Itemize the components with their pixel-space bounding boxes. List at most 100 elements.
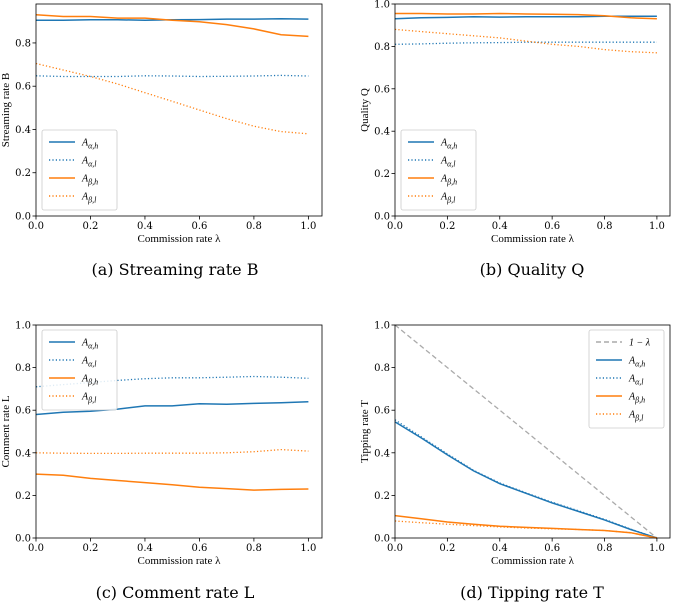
plot-frame xyxy=(35,324,323,539)
legend-label: Aα,h xyxy=(81,338,98,351)
chart-panel-1: 0.0 0.2 0.4 0.6 0.8 1.0 0.0 0.2 0.4 0.6 0.8 Commiss… xyxy=(0,3,323,279)
x-tick-label: 0.0 xyxy=(387,543,403,554)
y-tick-label: 0.0 xyxy=(15,212,31,223)
y-tick-label: 0.8 xyxy=(374,363,390,374)
x-tick-label: 0.4 xyxy=(137,543,153,554)
x-tick-label: 0.0 xyxy=(28,543,44,554)
legend-label: Aβ,l xyxy=(81,392,97,405)
panel-caption: (c) Comment rate L xyxy=(96,583,255,602)
legend-label: Aα,l xyxy=(81,356,97,369)
y-axis-label: Streaming rate B xyxy=(0,73,12,148)
legend-label: Aβ,h xyxy=(440,174,457,187)
series-line-4 xyxy=(35,62,309,135)
x-tick-label: 0.4 xyxy=(492,543,508,554)
y-tick-label: 0.8 xyxy=(374,42,390,53)
legend-box xyxy=(41,129,118,211)
legend-label: Aα,h xyxy=(440,138,457,151)
x-tick-label: 1.0 xyxy=(300,543,316,554)
series-line-4 xyxy=(35,448,309,455)
y-axis-label: Tipping rate T xyxy=(359,400,371,463)
legend-label: Aα,h xyxy=(628,356,645,369)
x-tick-label: 0.2 xyxy=(83,543,99,554)
y-tick-label: 0.2 xyxy=(15,491,31,502)
y-tick-label: 0.8 xyxy=(15,38,31,49)
legend-label: 1 − λ xyxy=(629,338,651,349)
legend-label: Aβ,h xyxy=(628,392,645,405)
panel-caption: (b) Quality Q xyxy=(480,260,585,279)
x-tick-label: 0.4 xyxy=(492,221,508,232)
legend: Aα,h Aα,l Aβ,h Aβ,l xyxy=(41,129,118,211)
chart-panel-3: 0.0 0.2 0.4 0.6 0.8 1.0 0.0 0.2 0.4 0.6 0.8 1.0 Comm… xyxy=(0,321,323,602)
y-tick-label: 0.4 xyxy=(374,127,390,138)
legend-label: Aα,l xyxy=(440,156,456,169)
y-tick-label: 0.6 xyxy=(374,406,390,417)
legend: Aα,h Aα,l Aβ,h Aβ,l xyxy=(400,129,477,211)
y-tick-label: 0.2 xyxy=(374,169,390,180)
legend-label: Aβ,l xyxy=(440,192,456,205)
legend-label: Aβ,h xyxy=(81,174,98,187)
y-tick-label: 0.4 xyxy=(15,125,31,136)
series-line-5 xyxy=(394,520,658,539)
series-line-1 xyxy=(394,324,658,539)
x-axis-label: Commission rate λ xyxy=(138,233,222,245)
x-tick-label: 0.8 xyxy=(246,221,262,232)
legend: 1 − λ Aα,h Aα,l Aβ,h Aβ,l xyxy=(588,329,665,429)
x-tick-label: 0.2 xyxy=(439,221,455,232)
x-axis-label: Commission rate λ xyxy=(491,233,575,245)
series-line-3 xyxy=(394,419,658,539)
y-tick-label: 0.2 xyxy=(374,491,390,502)
x-tick-label: 0.2 xyxy=(439,543,455,554)
x-tick-label: 0.6 xyxy=(191,221,207,232)
legend-label: Aβ,l xyxy=(628,410,644,423)
y-tick-label: 0.6 xyxy=(374,84,390,95)
y-tick-label: 0.0 xyxy=(15,534,31,545)
legend-label: Aα,h xyxy=(81,138,98,151)
x-axis-label: Commission rate λ xyxy=(138,555,222,567)
x-tick-label: 1.0 xyxy=(649,543,665,554)
plot-frame xyxy=(394,3,671,217)
legend-box xyxy=(400,129,477,211)
x-tick-label: 0.2 xyxy=(83,221,99,232)
y-tick-label: 0.2 xyxy=(15,168,31,179)
series-line-2 xyxy=(35,74,309,78)
x-tick-label: 0.8 xyxy=(246,543,262,554)
x-tick-label: 0.8 xyxy=(597,221,613,232)
chart-panel-2: 0.0 0.2 0.4 0.6 0.8 1.0 0.0 0.2 0.4 0.6 0.8 1.0 Comm… xyxy=(359,0,671,279)
x-tick-label: 0.0 xyxy=(387,221,403,232)
legend-label: Aα,l xyxy=(628,374,644,387)
y-tick-label: 0.4 xyxy=(15,448,31,459)
y-tick-label: 0.0 xyxy=(374,212,390,223)
series-line-2 xyxy=(35,375,309,388)
chart-panel-4: 0.0 0.2 0.4 0.6 0.8 1.0 0.0 0.2 0.4 0.6 0.8 1.0 Comm… xyxy=(359,321,671,602)
legend: Aα,h Aα,l Aβ,h Aβ,l xyxy=(41,329,118,411)
y-tick-label: 1.0 xyxy=(15,321,31,332)
y-axis-label: Comment rate L xyxy=(0,395,12,467)
x-tick-label: 0.0 xyxy=(28,221,44,232)
y-axis-label: Quality Q xyxy=(359,88,371,132)
plot-frame xyxy=(35,3,323,217)
y-tick-label: 0.8 xyxy=(15,363,31,374)
y-tick-label: 0.6 xyxy=(15,82,31,93)
series-line-3 xyxy=(35,14,309,38)
x-tick-label: 0.6 xyxy=(191,543,207,554)
x-tick-label: 0.6 xyxy=(544,221,560,232)
x-tick-label: 0.6 xyxy=(544,543,560,554)
legend-box xyxy=(588,329,665,429)
series-line-4 xyxy=(394,28,657,54)
legend-label: Aβ,h xyxy=(81,374,98,387)
y-tick-label: 0.0 xyxy=(374,534,390,545)
x-tick-label: 1.0 xyxy=(300,221,316,232)
series-line-4 xyxy=(394,514,658,539)
plot-frame xyxy=(394,324,671,539)
panel-caption: (d) Tipping rate T xyxy=(460,583,604,602)
y-tick-label: 1.0 xyxy=(374,0,390,11)
legend-label: Aβ,l xyxy=(81,192,97,205)
y-tick-label: 0.6 xyxy=(15,406,31,417)
x-tick-label: 0.4 xyxy=(137,221,153,232)
series-line-2 xyxy=(394,41,657,45)
y-tick-label: 0.4 xyxy=(374,448,390,459)
x-axis-label: Commission rate λ xyxy=(491,555,575,567)
series-line-3 xyxy=(395,12,657,20)
y-tick-label: 1.0 xyxy=(374,321,390,332)
